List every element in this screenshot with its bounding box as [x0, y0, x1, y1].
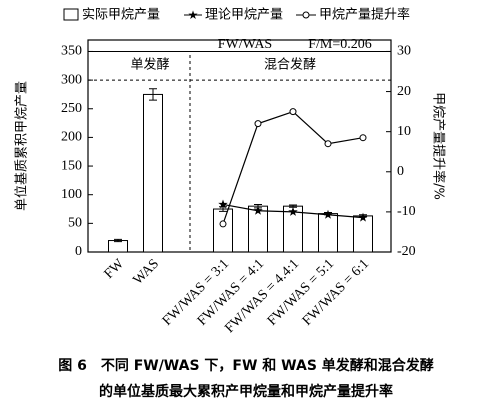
legend-label: 理论甲烷产量	[205, 8, 283, 23]
x-tick-label: FW	[102, 256, 128, 282]
point	[358, 212, 368, 222]
y2-tick-label: 10	[397, 124, 411, 139]
legend-label: 实际甲烷产量	[82, 8, 160, 23]
legend-marker: ★	[188, 8, 199, 22]
error-bar	[149, 88, 157, 101]
y-tick-label: 50	[68, 216, 82, 231]
point	[324, 140, 332, 148]
error-bar	[219, 206, 227, 212]
bar	[108, 240, 128, 253]
y2-tick-label: 20	[397, 84, 411, 99]
y-axis-label: 单位基质累积甲烷产量	[15, 81, 30, 211]
annotation: 单发酵	[130, 57, 169, 73]
y-tick-label: 0	[75, 244, 82, 259]
plot-frame	[87, 39, 392, 253]
y-tick-label: 250	[61, 101, 82, 116]
y2-axis-label: 甲烷产量提升率/%	[431, 92, 447, 200]
bar	[318, 213, 338, 253]
point	[253, 205, 263, 215]
y-tick-label: 300	[61, 72, 82, 87]
caption: 的单位基质最大累积产甲烷量和甲烷产量提升率	[99, 383, 393, 400]
annotation: FW/WAS	[218, 37, 272, 52]
y-tick-label: 150	[61, 158, 82, 173]
y-tick-label: 100	[61, 187, 82, 202]
y2-tick-label: 0	[397, 164, 404, 179]
bar	[353, 215, 373, 253]
error-bar	[114, 238, 122, 243]
bar	[143, 93, 163, 253]
point	[254, 120, 262, 128]
legend-swatch	[63, 8, 79, 21]
y2-tick-label: 30	[397, 44, 411, 59]
annotation: F/M=0.206	[308, 37, 372, 52]
point	[323, 209, 333, 219]
point	[359, 134, 367, 142]
point	[218, 199, 228, 209]
annotation: 混合发酵	[264, 57, 316, 73]
point	[288, 206, 298, 216]
y2-tick-label: -10	[397, 204, 416, 219]
caption: 图 6 不同 FW/WAS 下，FW 和 WAS 单发酵和混合发酵	[58, 357, 434, 374]
legend-marker	[302, 11, 310, 19]
y-tick-label: 350	[61, 44, 82, 59]
point	[289, 108, 297, 116]
bar	[213, 208, 233, 253]
y2-tick-label: -20	[397, 244, 416, 259]
y-tick-label: 200	[61, 130, 82, 145]
legend-label: 甲烷产量提升率	[319, 7, 410, 23]
x-tick-label: WAS	[131, 256, 163, 288]
bar	[248, 205, 268, 253]
point	[219, 220, 227, 228]
